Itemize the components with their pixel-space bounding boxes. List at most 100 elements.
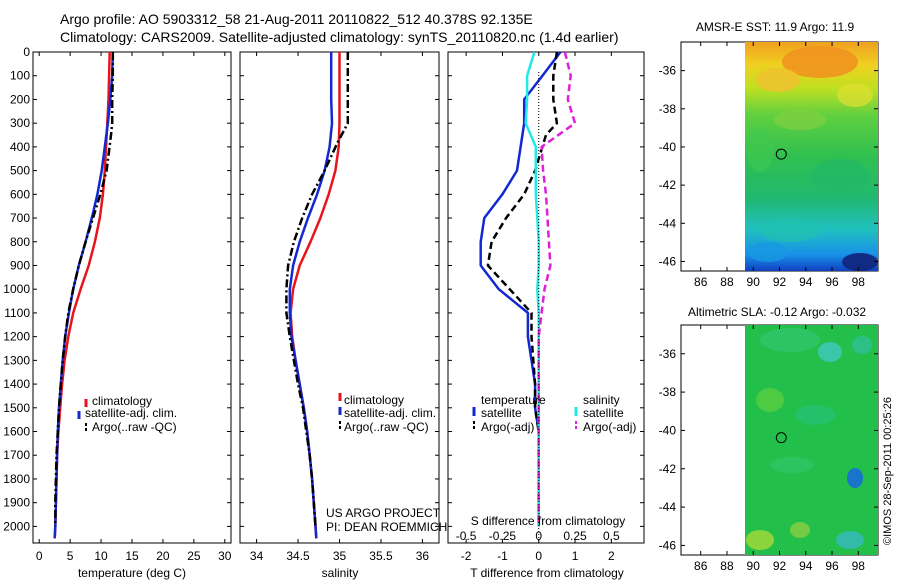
map-y-tick-label: -38 xyxy=(659,102,677,116)
legend-group-salinity: salinity xyxy=(583,393,620,407)
x-tick-label: 0 xyxy=(535,549,542,563)
sla-heatmap xyxy=(745,325,878,555)
x-tick-label: 34 xyxy=(250,549,264,563)
map-y-tick-label: -44 xyxy=(659,216,677,230)
map-y-tick-label: -42 xyxy=(659,178,677,192)
x-tick-label: 30 xyxy=(218,549,232,563)
x-tick-label: -2 xyxy=(461,549,472,563)
y-tick-label: 1200 xyxy=(3,330,30,344)
legend-label: climatology xyxy=(92,394,152,408)
map-y-tick-label: -36 xyxy=(659,64,677,78)
legend-group-temperature: temperature xyxy=(481,393,546,407)
y-tick-label: 100 xyxy=(10,69,30,83)
y-tick-label: 400 xyxy=(10,140,30,154)
y-tick-label: 1400 xyxy=(3,377,30,391)
x-tick-label: 20 xyxy=(156,549,170,563)
x-tick-label: 10 xyxy=(94,549,108,563)
map-y-tick-label: -38 xyxy=(659,385,677,399)
legend-label: Argo(..raw -QC) xyxy=(344,420,429,434)
map-x-tick-label: 92 xyxy=(773,559,787,573)
temperature-axes xyxy=(32,51,232,544)
legend-label: Argo(..raw -QC) xyxy=(92,420,177,434)
y-tick-label: 1100 xyxy=(4,306,30,320)
series-line-argo-raw-qc- xyxy=(54,52,115,527)
series-line-salinity-argo-adj- xyxy=(537,52,577,527)
difference-legend: temperature salinity satellite Argo(-adj… xyxy=(472,393,636,434)
x-tick-label: 1 xyxy=(572,549,579,563)
map-x-tick-label: 98 xyxy=(852,559,866,573)
y-tick-label: 800 xyxy=(10,235,30,249)
y-tick-label: 2000 xyxy=(3,519,30,533)
y-tick-label: 600 xyxy=(10,187,30,201)
figure-subtitle: Climatology: CARS2009. Satellite-adjuste… xyxy=(60,29,618,45)
x-tick-label: 34.5 xyxy=(286,549,310,563)
map-y-tick-label: -36 xyxy=(659,347,677,361)
x-tick-label: 35.5 xyxy=(369,549,393,563)
argo-location-marker xyxy=(775,148,787,160)
salinity-legend: climatology satellite-adj. clim. Argo(..… xyxy=(338,393,436,434)
x-tick-label: 25 xyxy=(187,549,201,563)
y-tick-label: 1900 xyxy=(3,496,30,510)
y-tick-label: 0 xyxy=(23,45,30,59)
y-tick-label: 1800 xyxy=(3,472,30,486)
sst-map-title: AMSR-E SST: 11.9 Argo: 11.9 xyxy=(696,20,855,34)
map-y-tick-label: -42 xyxy=(659,462,677,476)
map-y-tick-label: -44 xyxy=(659,500,677,514)
map-y-tick-label: -46 xyxy=(659,538,677,552)
temperature-xlabel: temperature (deg C) xyxy=(78,566,186,580)
legend-label: satellite-adj. clim. xyxy=(344,406,436,420)
x-tick-label: 0 xyxy=(36,549,43,563)
y-tick-label: 1500 xyxy=(3,401,30,415)
figure-title: Argo profile: AO 5903312_58 21-Aug-2011 … xyxy=(60,11,533,27)
x-tick-label: 2 xyxy=(608,549,615,563)
x-top-tick-label: 0.5 xyxy=(603,529,620,543)
argo-location-marker xyxy=(775,432,787,444)
x-tick-label: -1 xyxy=(497,549,508,563)
map-y-tick-label: -40 xyxy=(659,423,677,437)
project-credit: US ARGO PROJECT xyxy=(326,506,441,520)
map-x-tick-label: 94 xyxy=(799,275,813,289)
map-x-tick-label: 86 xyxy=(694,275,708,289)
x-tick-label: 15 xyxy=(125,549,139,563)
map-x-tick-label: 86 xyxy=(694,559,708,573)
legend-label: satellite-adj. clim. xyxy=(85,406,177,420)
legend-label: satellite xyxy=(583,406,624,420)
y-tick-label: 1600 xyxy=(3,425,30,439)
y-tick-label: 900 xyxy=(10,258,30,272)
map-x-tick-label: 94 xyxy=(799,559,813,573)
timestamp-stamp: ©IMOS 28-Sep-2011 00:25:26 xyxy=(882,397,894,545)
map-x-tick-label: 90 xyxy=(747,275,761,289)
sla-map-title: Altimetric SLA: -0.12 Argo: -0.032 xyxy=(688,305,866,319)
sst-heatmap xyxy=(745,42,878,271)
map-x-tick-label: 96 xyxy=(825,275,839,289)
x-top-tick-label: -0.25 xyxy=(489,529,517,543)
map-x-tick-label: 98 xyxy=(852,275,866,289)
pi-credit: PI: DEAN ROEMMICH xyxy=(326,520,447,534)
difference-xlabel: T difference from climatology xyxy=(470,566,624,580)
x-tick-label: 35 xyxy=(333,549,347,563)
y-tick-label: 700 xyxy=(10,211,30,225)
y-tick-label: 200 xyxy=(10,92,30,106)
y-tick-label: 1000 xyxy=(3,282,30,296)
map-x-tick-label: 88 xyxy=(720,275,734,289)
series-line-satellite-adj-clim- xyxy=(288,52,334,539)
map-x-tick-label: 96 xyxy=(825,559,839,573)
salinity-xlabel: salinity xyxy=(322,566,359,580)
map-y-tick-label: -46 xyxy=(659,254,677,268)
map-x-tick-label: 92 xyxy=(773,275,787,289)
x-top-tick-label: 0 xyxy=(535,529,542,543)
x-top-tick-label: -0.5 xyxy=(456,529,477,543)
x-top-tick-label: 0.25 xyxy=(563,529,587,543)
difference-axes xyxy=(447,51,645,544)
legend-label: Argo(-adj) xyxy=(481,420,534,434)
y-tick-label: 500 xyxy=(10,164,30,178)
y-tick-label: 1700 xyxy=(3,448,30,462)
difference-top-xlabel: S difference from climatology xyxy=(471,514,626,528)
map-x-tick-label: 88 xyxy=(720,559,734,573)
legend-label: climatology xyxy=(344,393,404,407)
temperature-legend: climatology satellite-adj. clim. Argo(..… xyxy=(77,394,177,434)
legend-label: Argo(-adj) xyxy=(583,420,636,434)
map-y-tick-label: -40 xyxy=(659,140,677,154)
y-tick-label: 1300 xyxy=(3,353,30,367)
